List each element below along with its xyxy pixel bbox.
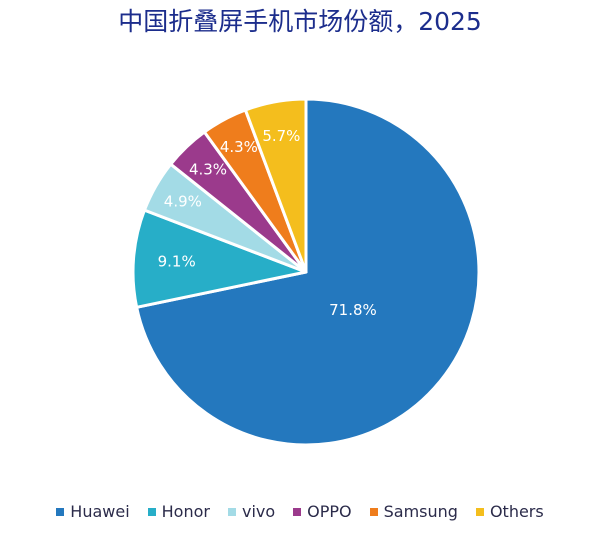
legend-item-others: Others	[475, 502, 544, 521]
legend-swatch	[56, 507, 65, 516]
pie-chart: 71.8%9.1%4.9%4.3%4.3%5.7%	[131, 97, 481, 447]
legend-label: Others	[489, 502, 544, 521]
legend-swatch	[147, 507, 156, 516]
slice-label-honor: 9.1%	[158, 253, 196, 271]
legend-item-oppo: OPPO	[293, 502, 352, 521]
legend-label: Samsung	[383, 502, 458, 521]
slice-label-huawei: 71.8%	[329, 301, 377, 319]
chart-title: 中国折叠屏手机市场份额，2025	[118, 7, 482, 36]
legend-item-vivo: vivo	[227, 502, 276, 521]
legend-label: vivo	[241, 502, 276, 521]
slice-label-oppo: 4.3%	[189, 160, 227, 178]
chart-legend: Huawei Honor vivo OPPO Samsung Others	[0, 502, 600, 521]
legend-swatch	[369, 507, 378, 516]
slice-label-others: 5.7%	[262, 127, 300, 145]
pie-slice-honor	[131, 208, 308, 309]
pie-slice-huawei	[135, 97, 481, 447]
pie-slice-others	[243, 97, 308, 274]
legend-item-huawei: Huawei	[56, 502, 130, 521]
legend-label: Huawei	[70, 502, 130, 521]
legend-label: OPPO	[307, 502, 352, 521]
legend-swatch	[227, 507, 236, 516]
legend-swatch	[293, 507, 302, 516]
legend-item-samsung: Samsung	[369, 502, 458, 521]
slice-label-samsung: 4.3%	[220, 138, 258, 156]
slice-label-vivo: 4.9%	[164, 193, 202, 211]
legend-item-honor: Honor	[147, 502, 210, 521]
legend-swatch	[475, 507, 484, 516]
legend-label: Honor	[161, 502, 210, 521]
